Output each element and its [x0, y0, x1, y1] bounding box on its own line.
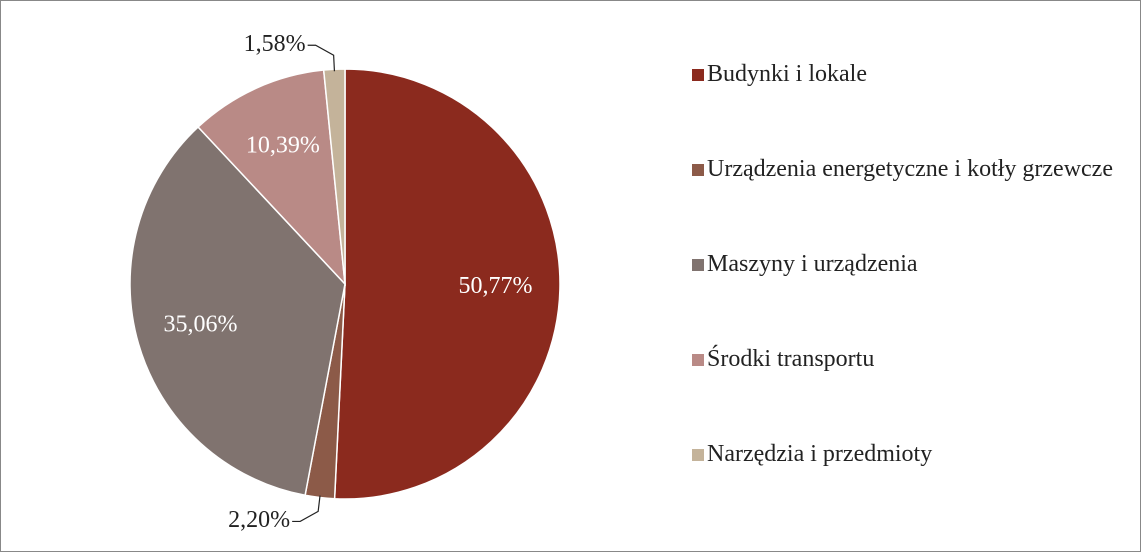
data-label: 35,06%: [163, 311, 237, 337]
legend-item: Środki transportu: [692, 343, 1132, 375]
data-label: 1,58%: [244, 31, 306, 57]
pie-slice: [333, 68, 561, 500]
leader-line: [292, 495, 321, 523]
legend-label: Budynki i lokale: [707, 61, 867, 87]
legend-swatch: [692, 259, 704, 271]
legend: Budynki i lokale Urządzenia energetyczne …: [692, 58, 1132, 470]
legend-label: Środki transportu: [707, 346, 875, 372]
legend-item: Budynki i lokale: [692, 58, 1132, 90]
legend-swatch: [692, 449, 704, 461]
legend-label: Urządzenia energetyczne i kotły grzewcze: [707, 156, 1113, 182]
data-label: 50,77%: [458, 273, 532, 299]
legend-swatch: [692, 69, 704, 81]
legend-label: Narzędzia i przedmioty: [707, 441, 933, 467]
data-label: 2,20%: [228, 507, 290, 533]
legend-label: Maszyny i urządzenia: [707, 251, 918, 277]
pie-slice: [197, 69, 346, 287]
legend-item: Maszyny i urządzenia: [692, 248, 1132, 280]
legend-swatch: [692, 354, 704, 366]
leader-line: [307, 44, 336, 72]
legend-swatch: [692, 164, 704, 176]
legend-item: Narzędzia i przedmioty: [692, 438, 1132, 470]
pie-slice: [129, 125, 346, 497]
legend-item: Urządzenia energetyczne i kotły grzewcze: [692, 153, 1132, 185]
data-label: 10,39%: [246, 132, 320, 158]
